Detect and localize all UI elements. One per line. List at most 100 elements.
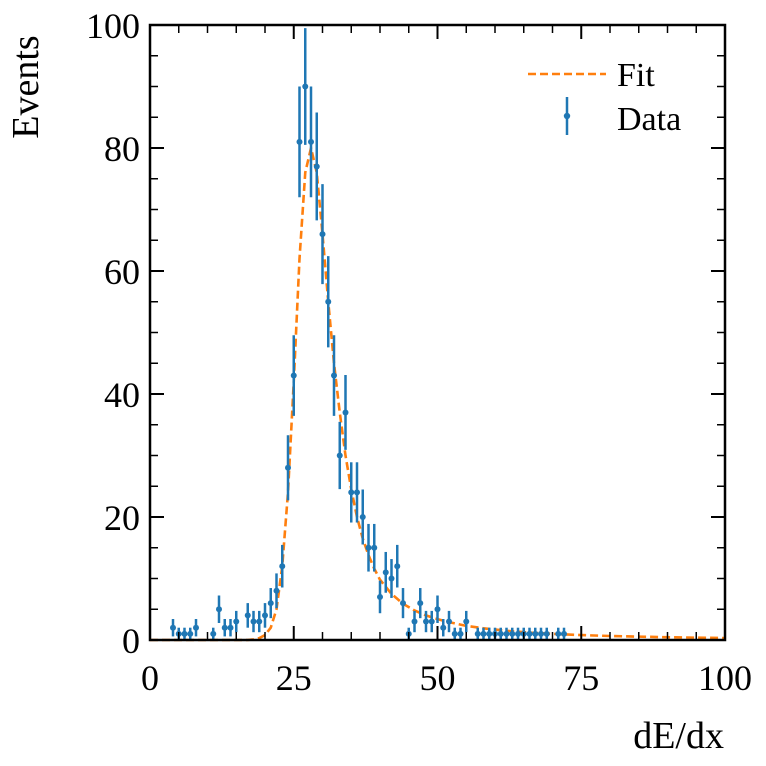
data-marker	[325, 298, 332, 305]
data-point	[227, 619, 234, 637]
data-marker	[170, 624, 176, 631]
data-point	[296, 86, 303, 198]
data-marker	[382, 569, 389, 576]
data-marker	[394, 563, 401, 570]
data-point	[285, 435, 291, 501]
data-point	[382, 551, 389, 593]
data-point	[325, 256, 332, 348]
data-point	[394, 544, 401, 588]
data-point	[331, 335, 337, 416]
data-marker	[555, 630, 562, 637]
data-marker	[451, 630, 458, 637]
data-point	[210, 627, 217, 640]
y-tick-label: 20	[104, 498, 140, 538]
data-point	[377, 580, 383, 614]
data-point	[555, 627, 562, 640]
data-point	[221, 619, 228, 637]
data-marker	[244, 612, 251, 619]
data-marker	[331, 372, 337, 379]
data-marker	[463, 618, 470, 625]
data-point	[336, 421, 343, 490]
data-point	[262, 603, 268, 628]
legend-fit-label: Fit	[617, 57, 655, 94]
data-marker	[296, 138, 303, 145]
data-point	[543, 627, 550, 640]
data-point	[486, 627, 493, 640]
data-point	[365, 523, 372, 572]
data-marker	[302, 83, 309, 90]
data-point	[451, 627, 458, 640]
y-tick-label: 60	[104, 252, 140, 292]
data-marker	[365, 544, 372, 551]
data-point	[388, 559, 395, 598]
data-point	[428, 610, 435, 633]
y-axis-label: Events	[5, 35, 47, 138]
data-point	[308, 86, 314, 198]
data-point	[342, 375, 349, 450]
data-point	[359, 489, 366, 545]
data-marker	[221, 624, 228, 631]
x-tick-label: 75	[563, 658, 599, 698]
data-point	[233, 610, 240, 633]
data-marker	[486, 630, 493, 637]
data-marker	[428, 618, 435, 625]
data-marker	[279, 563, 286, 570]
data-point	[313, 112, 320, 221]
data-marker	[308, 138, 314, 145]
data-point	[526, 627, 533, 640]
data-point	[509, 627, 516, 640]
data-marker	[561, 630, 567, 637]
data-marker	[423, 618, 429, 625]
data-marker	[457, 630, 464, 637]
data-marker	[359, 514, 366, 520]
data-point	[216, 595, 222, 624]
data-marker	[262, 612, 268, 619]
x-tick-label: 25	[276, 658, 312, 698]
data-point	[497, 627, 504, 640]
plot-frame	[148, 23, 727, 642]
data-point	[181, 627, 188, 640]
data-marker	[388, 575, 395, 582]
data-point	[302, 28, 309, 145]
data-point	[371, 523, 378, 572]
data-point	[503, 627, 510, 640]
data-point	[532, 627, 539, 640]
data-marker	[515, 630, 521, 637]
data-point	[400, 588, 406, 619]
data-point	[348, 462, 355, 523]
x-tick-label: 0	[141, 658, 159, 698]
data-marker	[543, 630, 550, 637]
x-tick-label: 50	[420, 658, 456, 698]
data-marker	[348, 489, 355, 496]
data-point	[290, 335, 297, 416]
data-marker	[216, 606, 222, 613]
data-marker	[290, 372, 297, 379]
data-marker	[313, 163, 320, 170]
data-point	[170, 619, 176, 637]
data-marker	[233, 618, 240, 625]
data-marker	[440, 624, 447, 631]
data-point	[193, 619, 199, 637]
legend: Fit Data	[528, 57, 681, 138]
data-marker	[227, 624, 234, 631]
data-marker	[210, 630, 217, 637]
y-tick-label: 0	[122, 621, 140, 661]
data-point	[474, 627, 481, 640]
legend-data-label: Data	[617, 101, 681, 138]
data-marker	[267, 600, 274, 607]
data-marker	[342, 409, 349, 416]
data-point	[423, 610, 429, 633]
fit-series	[150, 146, 726, 642]
data-marker	[377, 593, 383, 600]
data-point	[354, 462, 360, 523]
data-point	[256, 610, 263, 633]
data-marker	[187, 630, 194, 637]
data-marker	[273, 587, 280, 594]
data-marker	[285, 464, 291, 471]
data-point	[446, 610, 452, 633]
data-marker	[474, 630, 481, 637]
data-marker	[503, 630, 510, 637]
data-marker	[411, 618, 418, 625]
data-point	[561, 627, 567, 640]
